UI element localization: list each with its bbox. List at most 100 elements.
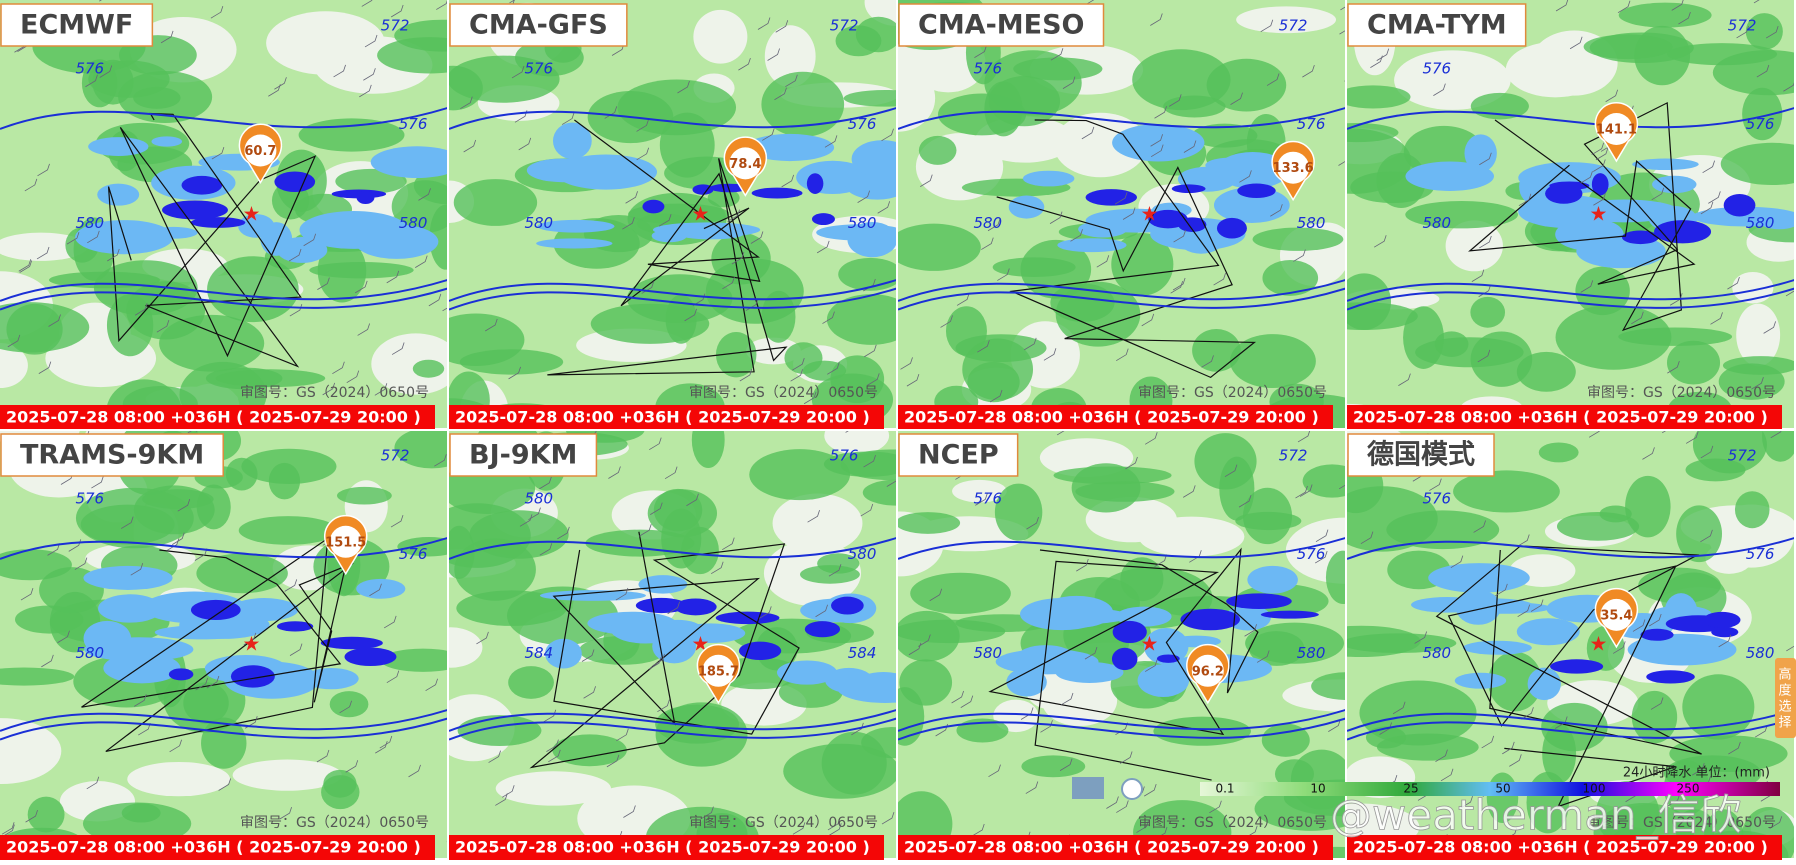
storm-area xyxy=(1171,184,1206,194)
heavy-rain-area xyxy=(1040,595,1113,629)
heavy-rain-area xyxy=(678,228,744,240)
rain-area xyxy=(707,188,740,208)
rain-area xyxy=(1111,232,1174,296)
boundary xyxy=(988,547,1259,781)
wind-barb xyxy=(1025,781,1039,794)
rain-area xyxy=(1248,631,1305,666)
wind-barb xyxy=(1302,65,1315,78)
wind-barb xyxy=(120,516,134,529)
wind-barb xyxy=(636,119,649,132)
title-box xyxy=(0,3,154,47)
wind-barb xyxy=(652,653,665,667)
map: 572 576 576 580 580 ★ 60.7 审图号：GS（2024）0650号 xyxy=(0,0,447,428)
wind-barb xyxy=(25,810,38,823)
rain-area xyxy=(955,334,1047,362)
wind-barb xyxy=(583,686,596,699)
wind-barb xyxy=(91,475,104,489)
contour-label: 580 xyxy=(75,214,104,232)
contour-line xyxy=(0,279,447,302)
wind-barb xyxy=(1224,464,1238,478)
panel-title: 德国模式 xyxy=(1367,440,1475,471)
rain-area xyxy=(514,39,584,77)
wind-barb xyxy=(658,214,672,227)
wind-barb xyxy=(488,750,501,763)
wind-barb xyxy=(1473,520,1486,533)
wind-barb xyxy=(667,601,681,615)
legend-button[interactable] xyxy=(1072,777,1104,799)
wind-barb xyxy=(48,314,61,327)
wind-barb xyxy=(1260,19,1274,33)
wind-barb xyxy=(1671,0,1684,11)
wind-barb xyxy=(1096,255,1110,268)
wind-barb xyxy=(1667,360,1680,374)
rain-area xyxy=(988,76,1061,127)
wind-barb xyxy=(1084,646,1098,660)
rain-area xyxy=(309,261,414,279)
wind-barb xyxy=(1,822,15,835)
wind-barb xyxy=(160,30,174,44)
max-pin-inner xyxy=(244,134,277,167)
wind-barb xyxy=(495,793,508,806)
boundary xyxy=(1435,545,1702,808)
wind-barb xyxy=(1736,25,1749,39)
wind-barb xyxy=(622,217,635,230)
boundary xyxy=(547,119,788,376)
rain-area xyxy=(394,430,447,469)
heavy-rain-area xyxy=(1527,667,1561,701)
heavy-rain-area xyxy=(1144,628,1189,665)
wind-barb xyxy=(1751,377,1764,390)
wind-barb xyxy=(369,583,382,597)
wind-barb xyxy=(7,334,21,348)
contour-label: 576 xyxy=(973,489,1002,507)
rain-area xyxy=(456,590,567,626)
wind-barb xyxy=(1338,484,1345,490)
wind-barb xyxy=(722,276,735,290)
wind-barb xyxy=(68,539,82,552)
contour-label: 580 xyxy=(524,214,553,232)
legend-tick: 250 xyxy=(1677,782,1700,796)
wind-barb xyxy=(1685,431,1699,444)
wind-barb xyxy=(739,368,753,382)
wind-barb xyxy=(1414,631,1428,644)
wind-barb xyxy=(206,675,220,689)
heavy-rain-area xyxy=(1247,565,1298,594)
wind-barb xyxy=(539,543,553,556)
side-button[interactable] xyxy=(1775,658,1796,738)
wind-barb xyxy=(1150,134,1163,147)
wind-barb xyxy=(792,358,805,371)
wind-barb xyxy=(322,382,336,396)
wind-barb xyxy=(428,293,442,307)
rain-area xyxy=(1021,755,1086,778)
dry-area xyxy=(1053,112,1148,178)
wind-barb xyxy=(1700,529,1713,543)
heavy-rain-area xyxy=(1464,134,1497,173)
time-label: 2025-07-28 08:00 +036H ( 2025-07-29 20:0… xyxy=(455,838,870,857)
title-box xyxy=(0,433,224,477)
rain-area xyxy=(298,118,405,152)
heavy-rain-area xyxy=(1008,195,1045,219)
wind-barb xyxy=(1700,445,1714,459)
wind-barb xyxy=(1049,211,1063,224)
heavy-rain-area xyxy=(276,236,328,263)
heavy-rain-area xyxy=(370,146,447,178)
wind-barb xyxy=(509,0,516,4)
contour-label: 580 xyxy=(1746,644,1775,662)
heavy-rain-area xyxy=(825,667,873,693)
title-box xyxy=(449,3,628,47)
heavy-rain-area xyxy=(88,137,149,157)
rain-area xyxy=(821,731,887,795)
rain-area xyxy=(1311,672,1345,700)
wind-barb xyxy=(1119,751,1133,764)
wind-barb xyxy=(86,776,100,790)
max-value: 96.2 xyxy=(1192,664,1224,679)
heavy-rain-area xyxy=(1078,220,1128,238)
wind-barb xyxy=(408,764,421,778)
storm-area xyxy=(1226,593,1292,610)
wind-barb xyxy=(195,677,209,691)
rain-area xyxy=(391,180,447,233)
legend-tick: 25 xyxy=(1403,782,1418,796)
storm-area xyxy=(1703,611,1741,629)
storm-area xyxy=(1723,193,1756,217)
legend-slider[interactable] xyxy=(1121,778,1143,800)
wind-barb xyxy=(1299,484,1313,497)
